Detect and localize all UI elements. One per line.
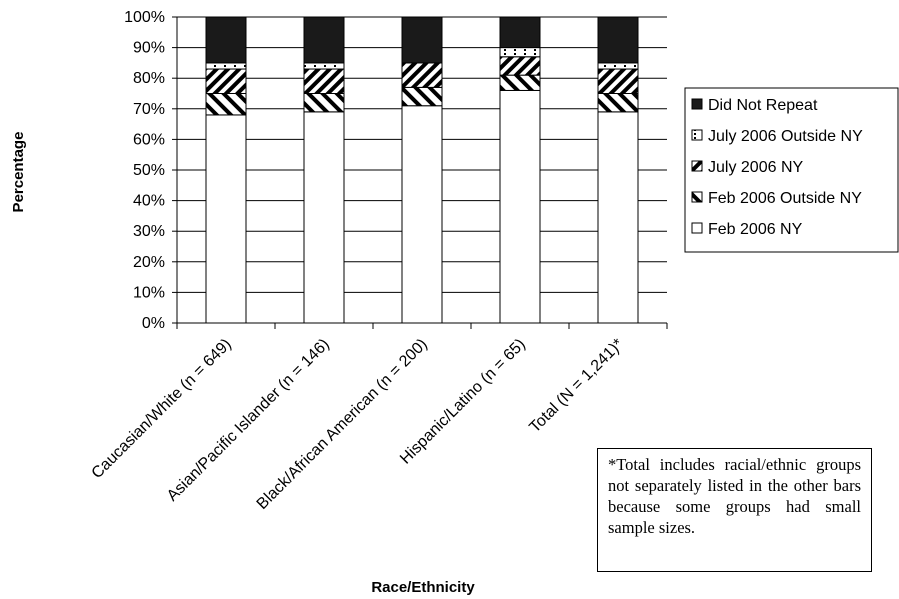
legend-label: Feb 2006 Outside NY	[708, 190, 862, 207]
legend-swatch	[691, 160, 703, 172]
bar-segment	[597, 16, 639, 64]
legend-label: July 2006 NY	[708, 159, 803, 176]
legend-label: Feb 2006 NY	[708, 221, 803, 238]
bar-segment	[303, 16, 345, 64]
bar-segment	[401, 105, 443, 324]
bar-segment	[401, 16, 443, 64]
bar-segment	[499, 47, 541, 58]
legend-swatch	[691, 191, 703, 203]
y-tick-label: 70%	[133, 101, 165, 118]
y-tick-label: 80%	[133, 70, 165, 87]
y-tick-label: 50%	[133, 162, 165, 179]
bar-segment	[499, 56, 541, 76]
y-tick-label: 40%	[133, 193, 165, 210]
y-tick-label: 10%	[133, 284, 165, 301]
bar-segment	[499, 74, 541, 91]
footnote-box: *Total includes racial/ethnic groups not…	[597, 448, 872, 572]
y-tick-label: 0%	[142, 315, 165, 332]
bar-segment	[499, 16, 541, 49]
x-tick-label: Black/African American (n = 200)	[254, 336, 431, 513]
legend-swatch	[691, 129, 703, 141]
bar-segment	[303, 68, 345, 94]
legend-box	[684, 87, 899, 253]
bar-segment	[303, 111, 345, 324]
y-axis-title: Percentage	[10, 132, 27, 213]
x-axis-title: Race/Ethnicity	[371, 579, 475, 596]
bar-segment	[401, 62, 443, 88]
y-tick-label: 20%	[133, 254, 165, 271]
bar-segment	[597, 68, 639, 94]
bar-segment	[597, 62, 639, 70]
bar-segment	[205, 114, 247, 324]
y-tick-label: 60%	[133, 131, 165, 148]
bar-segment	[597, 93, 639, 113]
bar-segment	[205, 16, 247, 64]
y-tick-label: 100%	[124, 9, 165, 26]
bar-segment	[205, 93, 247, 116]
x-tick-label: Total (N = 1,241)*	[526, 336, 626, 436]
legend-swatch	[691, 98, 703, 110]
bar-segment	[303, 62, 345, 70]
legend-swatch	[691, 222, 703, 234]
x-tick-label: Asian/Pacific Islander (n = 146)	[164, 336, 333, 505]
bar-segment	[597, 111, 639, 324]
legend-label: Did Not Repeat	[708, 97, 818, 114]
legend-label: July 2006 Outside NY	[708, 128, 863, 145]
y-tick-label: 90%	[133, 40, 165, 57]
bar-segment	[401, 86, 443, 107]
bar-segment	[499, 89, 541, 324]
bar-segment	[205, 68, 247, 94]
bar-segment	[205, 62, 247, 70]
bar-segment	[303, 93, 345, 113]
y-tick-label: 30%	[133, 223, 165, 240]
